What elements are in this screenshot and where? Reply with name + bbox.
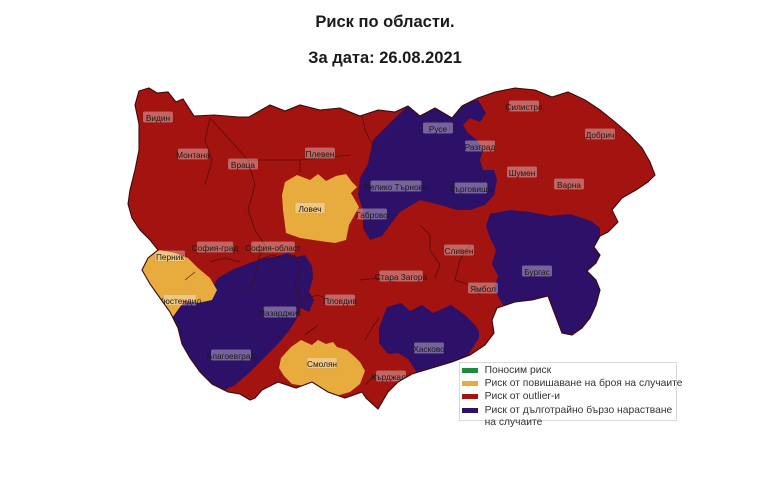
svg-text:Габрово: Габрово xyxy=(356,210,388,220)
svg-text:Враца: Враца xyxy=(231,160,256,170)
svg-text:София-град: София-град xyxy=(192,243,239,253)
svg-text:Варна: Варна xyxy=(557,180,581,190)
svg-text:Велико Търново: Велико Търново xyxy=(365,182,428,192)
svg-text:София-област: София-област xyxy=(245,243,301,253)
svg-text:Ямбол: Ямбол xyxy=(470,284,496,294)
svg-text:Кърджали: Кърджали xyxy=(372,372,411,382)
svg-text:Добрич: Добрич xyxy=(586,130,615,140)
svg-text:Русе: Русе xyxy=(429,124,448,134)
svg-text:Разград: Разград xyxy=(465,142,496,152)
svg-text:Пазарджик: Пазарджик xyxy=(259,308,301,318)
svg-text:Търговище: Търговище xyxy=(450,184,493,194)
svg-text:Стара Загора: Стара Загора xyxy=(375,272,428,282)
svg-text:Плевен: Плевен xyxy=(306,149,335,159)
svg-text:Хасково: Хасково xyxy=(413,344,445,354)
svg-text:Силистра: Силистра xyxy=(505,102,543,112)
svg-text:Ловеч: Ловеч xyxy=(298,204,321,214)
svg-text:Сливен: Сливен xyxy=(445,246,474,256)
svg-text:Смолян: Смолян xyxy=(307,359,337,369)
svg-text:Бургас: Бургас xyxy=(524,267,550,277)
svg-text:Пловдив: Пловдив xyxy=(323,296,357,306)
svg-text:Перник: Перник xyxy=(156,252,184,262)
svg-text:Шумен: Шумен xyxy=(509,168,536,178)
svg-text:Видин: Видин xyxy=(146,113,170,123)
svg-text:Монтана: Монтана xyxy=(176,150,210,160)
svg-text:Благоевград: Благоевград xyxy=(207,351,256,361)
